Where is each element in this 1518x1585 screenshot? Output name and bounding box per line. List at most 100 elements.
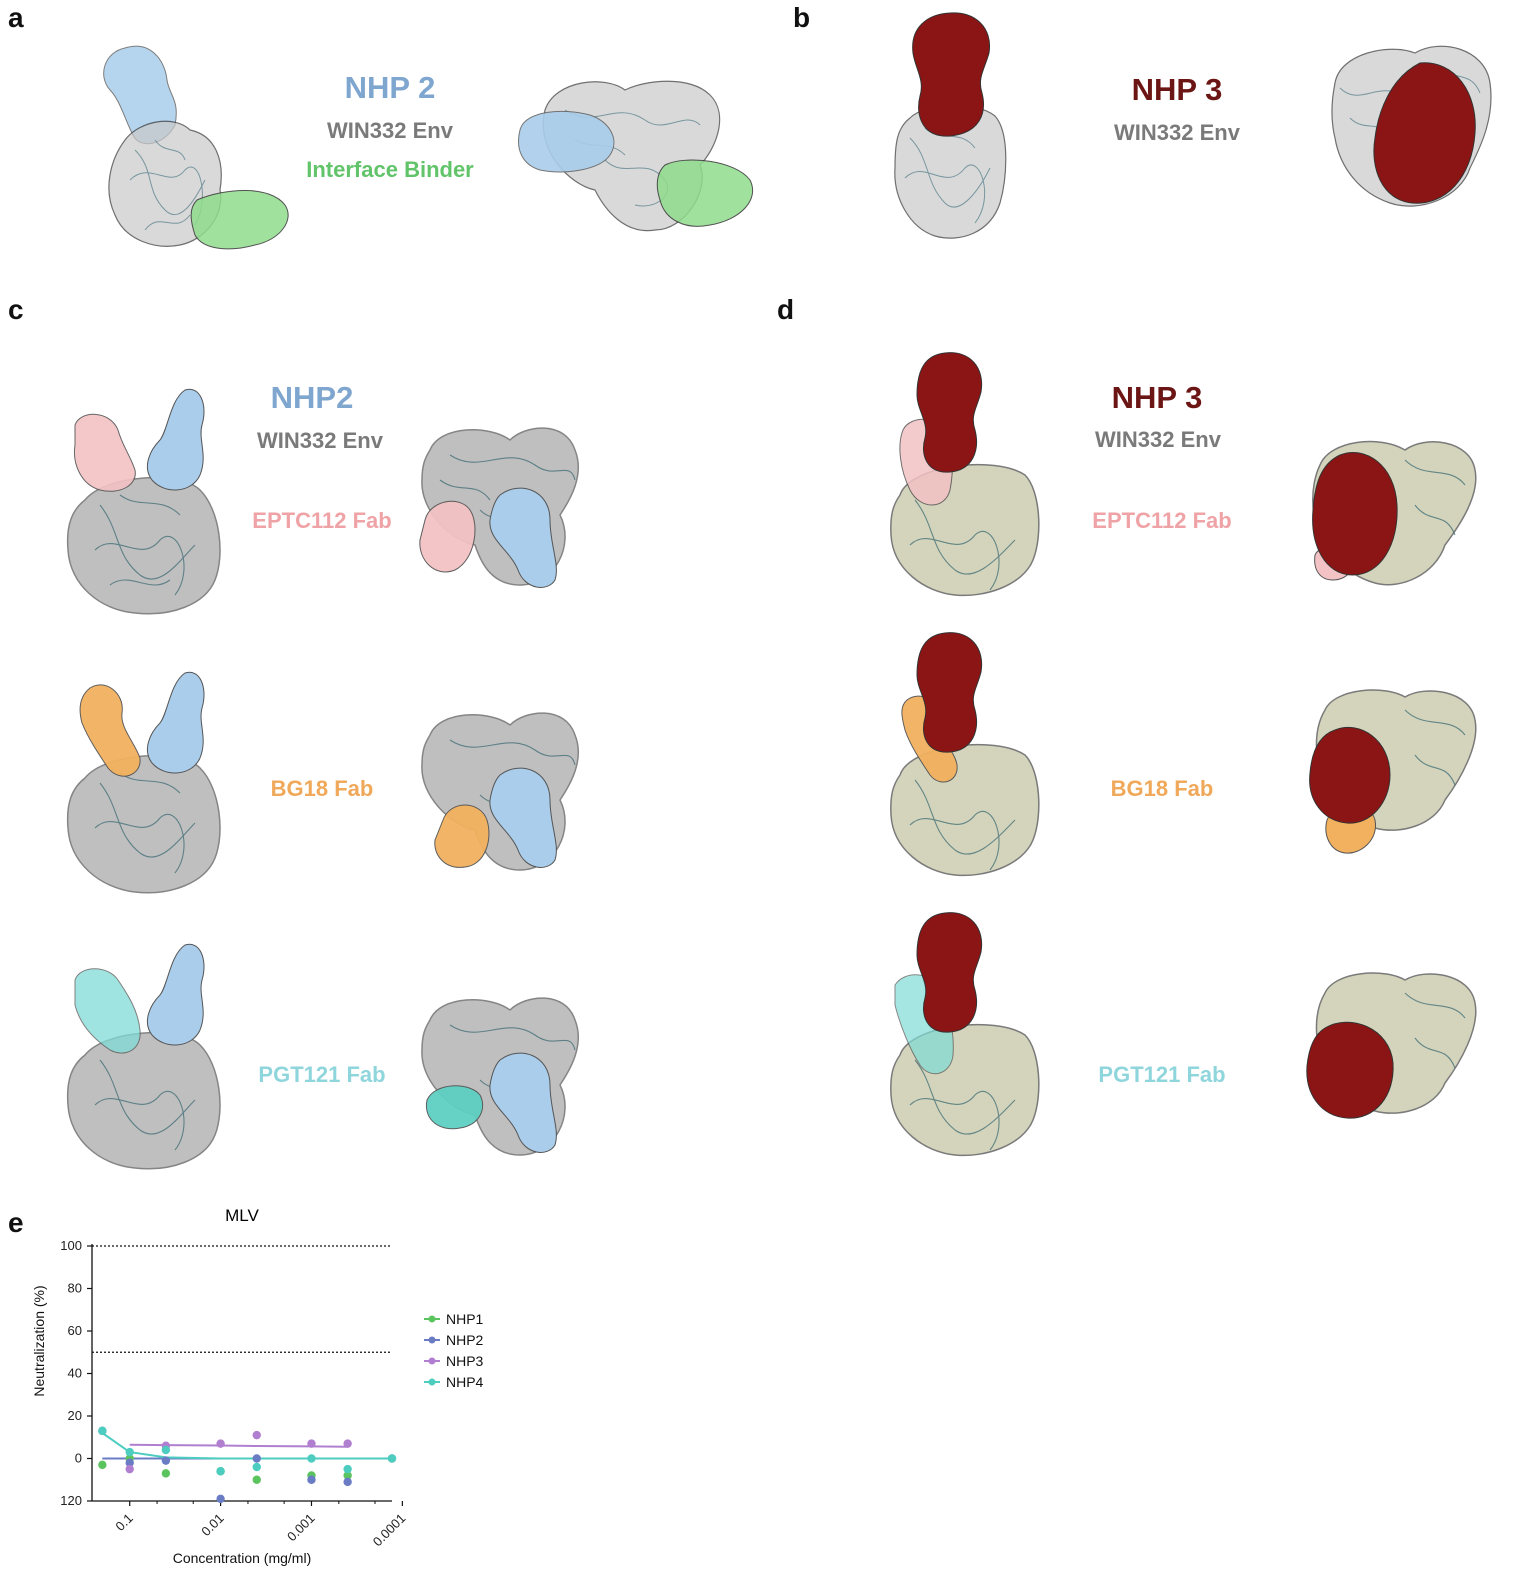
env-ribbon-texture [1404, 992, 1466, 1069]
data-point-nhp3 [252, 1430, 261, 1440]
panel-d-row2-side-view-map [890, 632, 1040, 877]
panel-d-eptc112-label: EPTC112 Fab [1092, 508, 1232, 533]
panel-letter-a: a [8, 2, 24, 33]
data-point-nhp3 [307, 1439, 316, 1448]
panel-d-pgt121-label: PGT121 Fab [1098, 1062, 1226, 1087]
eptc112-fab-density [419, 500, 476, 573]
panel-b-top-view-map [1331, 45, 1492, 207]
legend-label: NHP3 [446, 1353, 484, 1369]
interface-binder-density [656, 159, 754, 227]
y-axis-label: Neutralization (%) [31, 1285, 47, 1396]
chart-title: MLV [225, 1206, 259, 1225]
legend-label: NHP2 [446, 1332, 484, 1348]
data-point-nhp4 [125, 1447, 134, 1457]
x-axis-label: Concentration (mg/ml) [173, 1550, 312, 1566]
panel-d-row2-top-view-map [1309, 689, 1477, 854]
data-point-nhp1 [343, 1471, 352, 1480]
panel-c-env-label: WIN332 Env [257, 428, 383, 453]
env-ribbon-texture [909, 1059, 1016, 1151]
panel-b-side-view-map [894, 12, 1007, 239]
panel-c-row1-top-view-map [419, 427, 580, 588]
y-tick-label: 120 [60, 1493, 82, 1508]
nhp3-density-blob [916, 352, 983, 473]
panel-a-top-view-map [518, 80, 754, 232]
data-point-nhp4 [387, 1454, 397, 1463]
y-tick-label: 80 [68, 1281, 82, 1296]
nhp3-density-blob [916, 632, 983, 753]
neutralization-chart: MLV 120 0 20 40 60 80 100 0.1 0.01 0.001 0.0001 NH… [31, 1206, 484, 1566]
panel-d-bg18-label: BG18 Fab [1110, 776, 1214, 801]
panel-a-side-view-map [103, 45, 289, 250]
legend-swatch-dot [428, 1336, 436, 1344]
panel-letter-d: d [777, 294, 795, 325]
data-point-nhp2 [125, 1458, 134, 1467]
nhp3-density-blob [912, 12, 991, 137]
nhp3-density-blob [1373, 62, 1476, 204]
panel-letter-c: c [8, 294, 24, 325]
data-point-nhp1 [161, 1469, 171, 1478]
panel-d-row3-top-view-map [1306, 972, 1477, 1119]
y-tick-label: 60 [68, 1323, 82, 1338]
panel-d-env-label: WIN332 Env [1095, 427, 1221, 452]
env-trimer-density [890, 743, 1040, 877]
panel-a-nhp-label: NHP 2 [344, 70, 436, 105]
env-trimer-density [66, 1031, 221, 1170]
data-point-nhp3 [216, 1439, 225, 1448]
panel-letter-e: e [8, 1207, 24, 1238]
data-point-nhp3 [125, 1464, 134, 1474]
panel-a-env-label: WIN332 Env [327, 118, 453, 143]
env-trimer-density [66, 754, 221, 894]
data-point-nhp2 [252, 1454, 261, 1463]
data-point-nhp2 [161, 1456, 171, 1465]
env-ribbon-texture [909, 499, 1016, 591]
nhp2-density-blob [147, 388, 205, 491]
legend-label: NHP1 [446, 1311, 484, 1327]
y-tick-label: 100 [60, 1238, 82, 1253]
data-point-nhp2 [307, 1475, 316, 1484]
panel-c-eptc112-label: EPTC112 Fab [252, 508, 392, 533]
panel-d-nhp-label: NHP 3 [1111, 380, 1203, 415]
pgt121-fab-density [425, 1085, 484, 1130]
legend-swatch-dot [428, 1378, 436, 1386]
legend-label: NHP4 [446, 1374, 484, 1390]
data-point-nhp4 [161, 1445, 171, 1455]
x-tick-label: 0.0001 [370, 1511, 409, 1550]
data-point-nhp1 [98, 1460, 107, 1470]
data-point-nhp4 [343, 1464, 352, 1474]
env-ribbon-texture [909, 779, 1016, 871]
data-point-nhp4 [252, 1462, 261, 1472]
panel-c-row3-top-view-map [421, 997, 580, 1156]
data-point-nhp1 [252, 1475, 261, 1484]
nhp2-density-blob [489, 487, 557, 588]
nhp2-density-blob [147, 943, 205, 1046]
legend-swatch-dot [428, 1357, 436, 1365]
panel-d-row3-side-view-map [890, 912, 1040, 1157]
chart-data-points [98, 1426, 397, 1504]
x-tick-label: 0.01 [198, 1511, 227, 1540]
panel-c-row3-side-view-map [66, 943, 221, 1170]
env-trimer-density [66, 476, 221, 615]
fit-curve-nhp3 [129, 1443, 348, 1448]
nhp2-density-blob [489, 767, 557, 868]
panel-d-row1-side-view-map [890, 352, 1040, 597]
legend-swatch-dot [428, 1315, 436, 1323]
env-ribbon-texture [1404, 459, 1466, 536]
panel-a-binder-label: Interface Binder [306, 157, 474, 182]
nhp2-density-blob [147, 671, 205, 774]
env-ribbon-texture [1404, 709, 1466, 786]
chart-reference-lines [92, 1245, 392, 1353]
nhp2-density-blob [518, 110, 615, 173]
env-trimer-density [894, 104, 1007, 239]
interface-binder-density [190, 190, 289, 250]
panel-c-nhp-label: NHP2 [270, 380, 354, 415]
panel-c-bg18-label: BG18 Fab [270, 776, 374, 801]
env-ribbon-texture [94, 1059, 196, 1151]
bg18-fab-density [79, 684, 141, 777]
data-point-nhp2 [216, 1494, 225, 1504]
chart-legend: NHP1 NHP2 NHP3 NHP4 [424, 1311, 484, 1390]
y-tick-label: 20 [68, 1408, 82, 1423]
panel-c-row2-top-view-map [421, 712, 580, 871]
nhp3-density-blob [916, 912, 983, 1033]
nhp3-density-blob [1306, 1021, 1394, 1119]
data-point-nhp4 [216, 1467, 225, 1476]
